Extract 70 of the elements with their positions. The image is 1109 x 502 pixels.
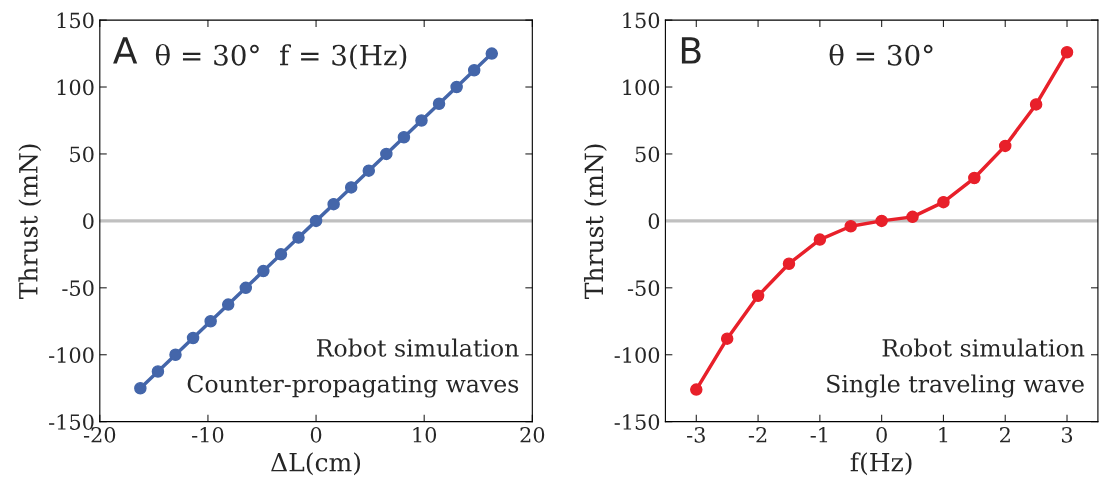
point [239, 281, 253, 295]
y-tick-label: -100 [49, 347, 94, 363]
point [186, 331, 200, 345]
y-tick-label: -50 [627, 280, 660, 297]
point [309, 214, 323, 228]
point [1060, 45, 1074, 59]
point [782, 257, 796, 270]
y-tick-label: 150 [57, 12, 94, 29]
x-tick-label: 2 [1000, 426, 1010, 443]
point [998, 139, 1012, 153]
y-tick-label: 50 [70, 146, 94, 163]
y-tick-label: -50 [62, 280, 94, 297]
point [327, 197, 340, 211]
x-axis-title: f(Hz) [850, 452, 912, 476]
y-tick-label: 50 [635, 146, 660, 163]
point [380, 147, 393, 161]
annotation: B [681, 37, 701, 64]
x-tick-label: 20 [520, 426, 545, 443]
point [844, 219, 858, 233]
point [169, 348, 182, 361]
x-tick-label: 0 [876, 426, 887, 443]
point [204, 315, 217, 328]
point [134, 381, 147, 395]
point [450, 80, 463, 94]
point [906, 210, 919, 224]
point [257, 264, 270, 278]
point [151, 365, 165, 378]
point [362, 164, 376, 177]
point [1029, 98, 1043, 111]
y-tick-label: -100 [614, 347, 660, 363]
point [344, 181, 358, 194]
point [968, 171, 981, 185]
annotation: Robot simulation [316, 338, 519, 357]
annotation: θ = 30° [829, 43, 933, 66]
y-tick-label: 150 [623, 12, 660, 29]
point [221, 298, 235, 311]
point [415, 114, 428, 127]
point [813, 233, 827, 246]
point [397, 130, 411, 144]
annotation: Robot simulation [882, 338, 1085, 357]
point [467, 64, 481, 77]
y-axis-title: Thrust (mN) [583, 144, 607, 299]
x-tick-label: 3 [1061, 426, 1073, 443]
point [751, 289, 765, 303]
y-tick-label: -150 [614, 414, 660, 430]
x-axis-title: ΔL(cm) [271, 452, 361, 476]
annotation: θ = 30° f = 3(Hz) [155, 43, 407, 70]
point [485, 47, 499, 60]
point [875, 214, 888, 228]
y-tick-label: 100 [623, 79, 660, 96]
x-tick-label: 10 [413, 426, 437, 443]
x-tick-label: -10 [192, 426, 224, 443]
x-tick-label: -3 [687, 426, 705, 443]
y-tick-label: 100 [57, 79, 94, 96]
point [292, 231, 305, 244]
point [690, 383, 703, 396]
annotation: Counter-propagating waves [187, 374, 519, 398]
point [432, 97, 446, 110]
x-tick-label: -2 [748, 426, 767, 443]
x-tick-label: -1 [810, 426, 828, 443]
point [274, 248, 288, 261]
y-tick-label: 0 [83, 213, 94, 230]
point [937, 195, 950, 209]
annotation: Single traveling wave [827, 374, 1084, 398]
annotation: A [113, 37, 138, 64]
x-tick-label: 1 [939, 426, 948, 443]
point [720, 332, 734, 345]
y-tick-label: 0 [648, 213, 660, 230]
y-axis-title: Thrust (mN) [18, 144, 42, 299]
x-tick-label: 0 [310, 426, 322, 443]
